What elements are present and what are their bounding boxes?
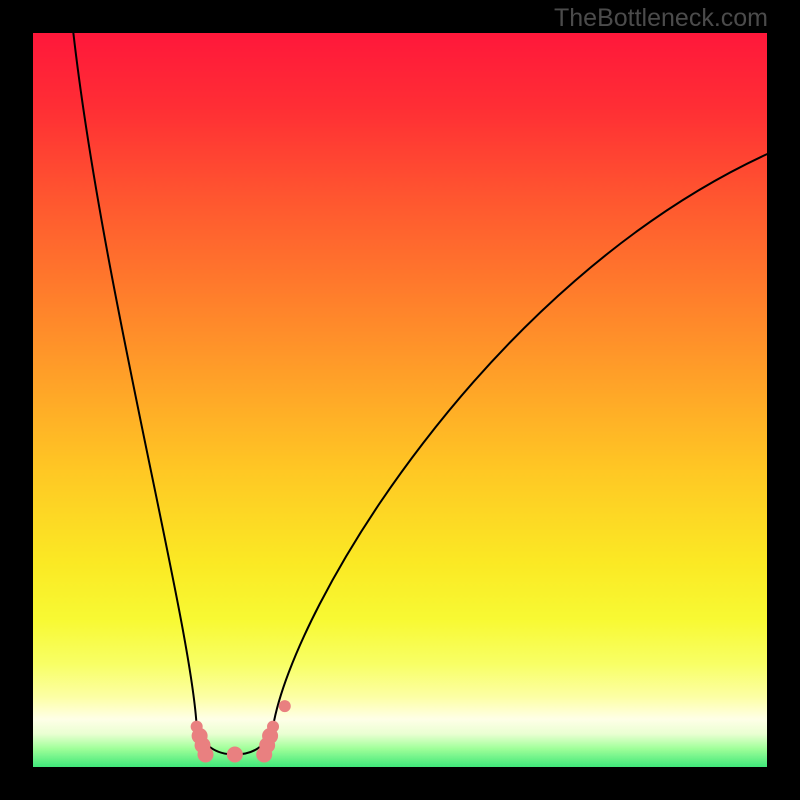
watermark-text: TheBottleneck.com — [554, 4, 768, 33]
curve-marker — [197, 747, 213, 763]
curve-marker — [279, 700, 291, 712]
curve-marker — [227, 747, 243, 763]
bottleneck-curve — [0, 0, 800, 800]
chart-root: TheBottleneck.com — [0, 0, 800, 800]
curve-path — [73, 33, 767, 755]
curve-marker — [267, 721, 279, 733]
